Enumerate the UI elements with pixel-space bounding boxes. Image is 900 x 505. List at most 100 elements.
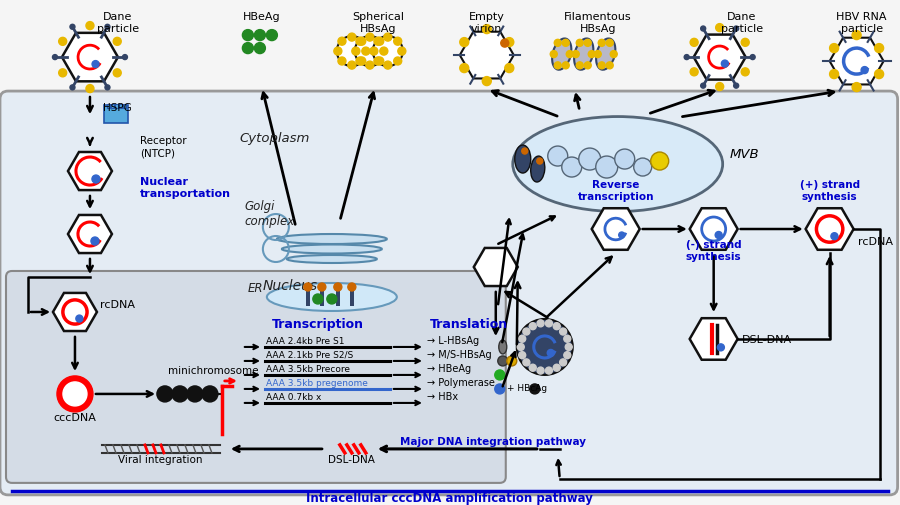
Text: AAA 3.5kb pregenome: AAA 3.5kb pregenome xyxy=(266,378,368,387)
Circle shape xyxy=(482,26,491,34)
Ellipse shape xyxy=(287,256,377,264)
Circle shape xyxy=(86,23,94,30)
Circle shape xyxy=(610,52,617,59)
Circle shape xyxy=(690,69,698,77)
Circle shape xyxy=(576,40,583,47)
Circle shape xyxy=(751,56,755,61)
Text: Filamentous
HBsAg: Filamentous HBsAg xyxy=(564,12,632,34)
Circle shape xyxy=(91,237,99,245)
Circle shape xyxy=(554,63,562,70)
Ellipse shape xyxy=(574,39,593,71)
Circle shape xyxy=(374,58,382,66)
Circle shape xyxy=(562,63,569,70)
Text: MVB: MVB xyxy=(730,148,760,161)
Circle shape xyxy=(547,350,554,357)
Ellipse shape xyxy=(513,117,723,212)
Circle shape xyxy=(554,323,560,330)
FancyBboxPatch shape xyxy=(320,288,324,307)
Text: → HBeAg: → HBeAg xyxy=(427,363,471,373)
Circle shape xyxy=(52,56,58,61)
Ellipse shape xyxy=(552,39,572,71)
Circle shape xyxy=(352,48,360,56)
Circle shape xyxy=(113,70,122,78)
Circle shape xyxy=(742,39,749,47)
Circle shape xyxy=(734,84,739,89)
Text: rcDNA: rcDNA xyxy=(100,299,135,310)
Circle shape xyxy=(522,149,527,155)
Circle shape xyxy=(500,40,508,48)
Circle shape xyxy=(554,365,560,372)
Circle shape xyxy=(852,31,861,40)
Text: Golgi
complex: Golgi complex xyxy=(245,199,295,228)
Text: → L-HBsAg: → L-HBsAg xyxy=(427,335,479,345)
Circle shape xyxy=(861,68,868,74)
Circle shape xyxy=(594,52,601,59)
Circle shape xyxy=(505,65,514,73)
Circle shape xyxy=(373,37,403,67)
Circle shape xyxy=(734,27,739,32)
Text: Nucleus: Nucleus xyxy=(262,278,318,292)
Circle shape xyxy=(598,63,605,70)
Circle shape xyxy=(589,52,595,59)
Text: Reverse
transcription: Reverse transcription xyxy=(578,180,654,201)
Circle shape xyxy=(383,62,392,70)
Circle shape xyxy=(122,56,128,61)
Circle shape xyxy=(831,233,838,240)
Circle shape xyxy=(537,367,544,374)
Text: Translation: Translation xyxy=(430,317,508,330)
Text: HBeAg: HBeAg xyxy=(243,12,281,22)
Circle shape xyxy=(398,48,406,56)
Polygon shape xyxy=(53,293,97,331)
Circle shape xyxy=(318,283,326,291)
Circle shape xyxy=(495,370,505,380)
Circle shape xyxy=(338,38,346,46)
Circle shape xyxy=(563,352,571,359)
Ellipse shape xyxy=(499,340,507,354)
Circle shape xyxy=(523,359,530,366)
Circle shape xyxy=(105,86,110,91)
Ellipse shape xyxy=(596,39,616,71)
Text: ER: ER xyxy=(248,281,264,294)
Circle shape xyxy=(545,320,553,327)
Circle shape xyxy=(498,356,508,366)
Circle shape xyxy=(266,30,277,41)
Circle shape xyxy=(607,63,613,70)
Circle shape xyxy=(255,30,266,41)
Circle shape xyxy=(70,86,75,91)
Text: Viral integration: Viral integration xyxy=(118,454,202,464)
Polygon shape xyxy=(68,216,112,254)
FancyBboxPatch shape xyxy=(112,105,114,109)
Text: HSPG: HSPG xyxy=(103,103,131,113)
Circle shape xyxy=(242,30,254,41)
Circle shape xyxy=(716,25,724,32)
Circle shape xyxy=(717,344,725,351)
Circle shape xyxy=(572,52,580,59)
Text: AAA 3.5kb Precore: AAA 3.5kb Precore xyxy=(266,364,350,373)
FancyBboxPatch shape xyxy=(336,288,340,307)
Text: → Polymerase: → Polymerase xyxy=(427,377,495,387)
Circle shape xyxy=(852,83,861,92)
Circle shape xyxy=(579,149,600,171)
Ellipse shape xyxy=(277,234,387,244)
Text: Dane
particle: Dane particle xyxy=(97,12,139,34)
Circle shape xyxy=(560,359,567,366)
Circle shape xyxy=(380,48,388,56)
Circle shape xyxy=(357,58,365,66)
Circle shape xyxy=(607,40,613,47)
Ellipse shape xyxy=(267,283,397,312)
Text: Dane
particle: Dane particle xyxy=(721,12,762,34)
Circle shape xyxy=(255,43,266,55)
Circle shape xyxy=(334,283,342,291)
Text: DSL-DNA: DSL-DNA xyxy=(328,454,375,464)
Circle shape xyxy=(58,38,67,46)
Circle shape xyxy=(337,37,367,67)
Text: Major DNA integration pathway: Major DNA integration pathway xyxy=(400,436,586,446)
Circle shape xyxy=(548,147,568,167)
Polygon shape xyxy=(694,35,746,80)
Ellipse shape xyxy=(282,245,382,254)
Circle shape xyxy=(172,386,188,402)
Text: AAA 2.4kb Pre S1: AAA 2.4kb Pre S1 xyxy=(266,336,345,345)
Circle shape xyxy=(716,232,722,239)
Polygon shape xyxy=(830,39,884,85)
Circle shape xyxy=(722,61,728,68)
